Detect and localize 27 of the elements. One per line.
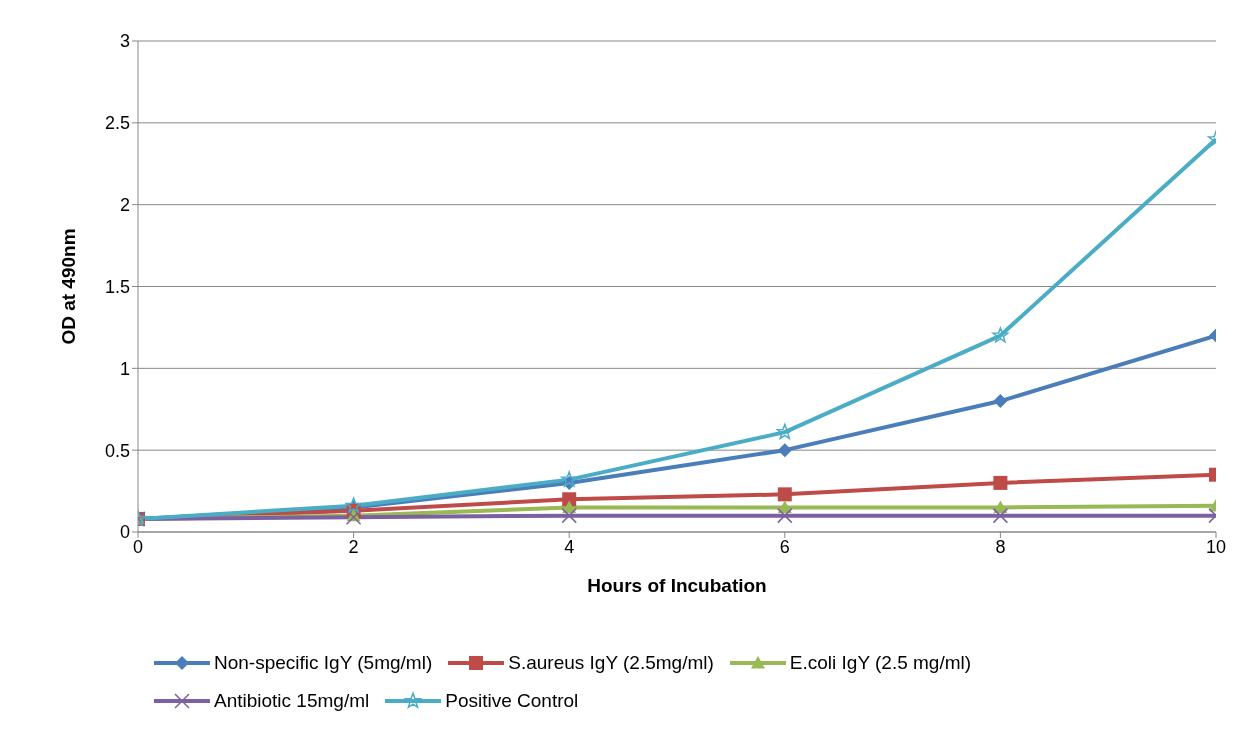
legend-label: S.aureus IgY (2.5mg/ml) bbox=[508, 652, 714, 674]
legend-label: Positive Control bbox=[445, 690, 579, 712]
y-tick-label: 0 bbox=[119, 522, 130, 543]
x-axis-title: Hours of Incubation bbox=[587, 575, 767, 596]
y-axis-title: OD at 490nm bbox=[57, 228, 79, 345]
y-tick-label: 2 bbox=[119, 195, 130, 216]
point bbox=[561, 471, 578, 487]
x-tick-label: 6 bbox=[779, 536, 790, 557]
point bbox=[776, 423, 793, 440]
y-tick-label: 1 bbox=[119, 358, 130, 379]
y-tick-label: 3 bbox=[119, 31, 130, 52]
legend-label: Non-specific IgY (5mg/ml) bbox=[214, 652, 433, 674]
x-tick-label: 2 bbox=[348, 536, 359, 557]
y-tick-label: 1.5 bbox=[104, 276, 130, 297]
x-tick-label: 8 bbox=[995, 536, 1006, 557]
x-tick-label: 0 bbox=[132, 536, 144, 557]
y-tick-label: 2.5 bbox=[104, 113, 130, 134]
point bbox=[777, 507, 793, 524]
x-tick-label: 10 bbox=[1205, 536, 1227, 557]
x-tick-label: 4 bbox=[564, 536, 575, 557]
legend-label: Antibiotic 15mg/ml bbox=[214, 690, 370, 712]
legend-label: E.coli IgY (2.5 mg/ml) bbox=[789, 652, 972, 674]
point bbox=[562, 492, 577, 507]
point bbox=[561, 507, 577, 524]
y-tick-label: 0.5 bbox=[104, 440, 130, 461]
point bbox=[777, 487, 792, 502]
point bbox=[777, 443, 792, 458]
